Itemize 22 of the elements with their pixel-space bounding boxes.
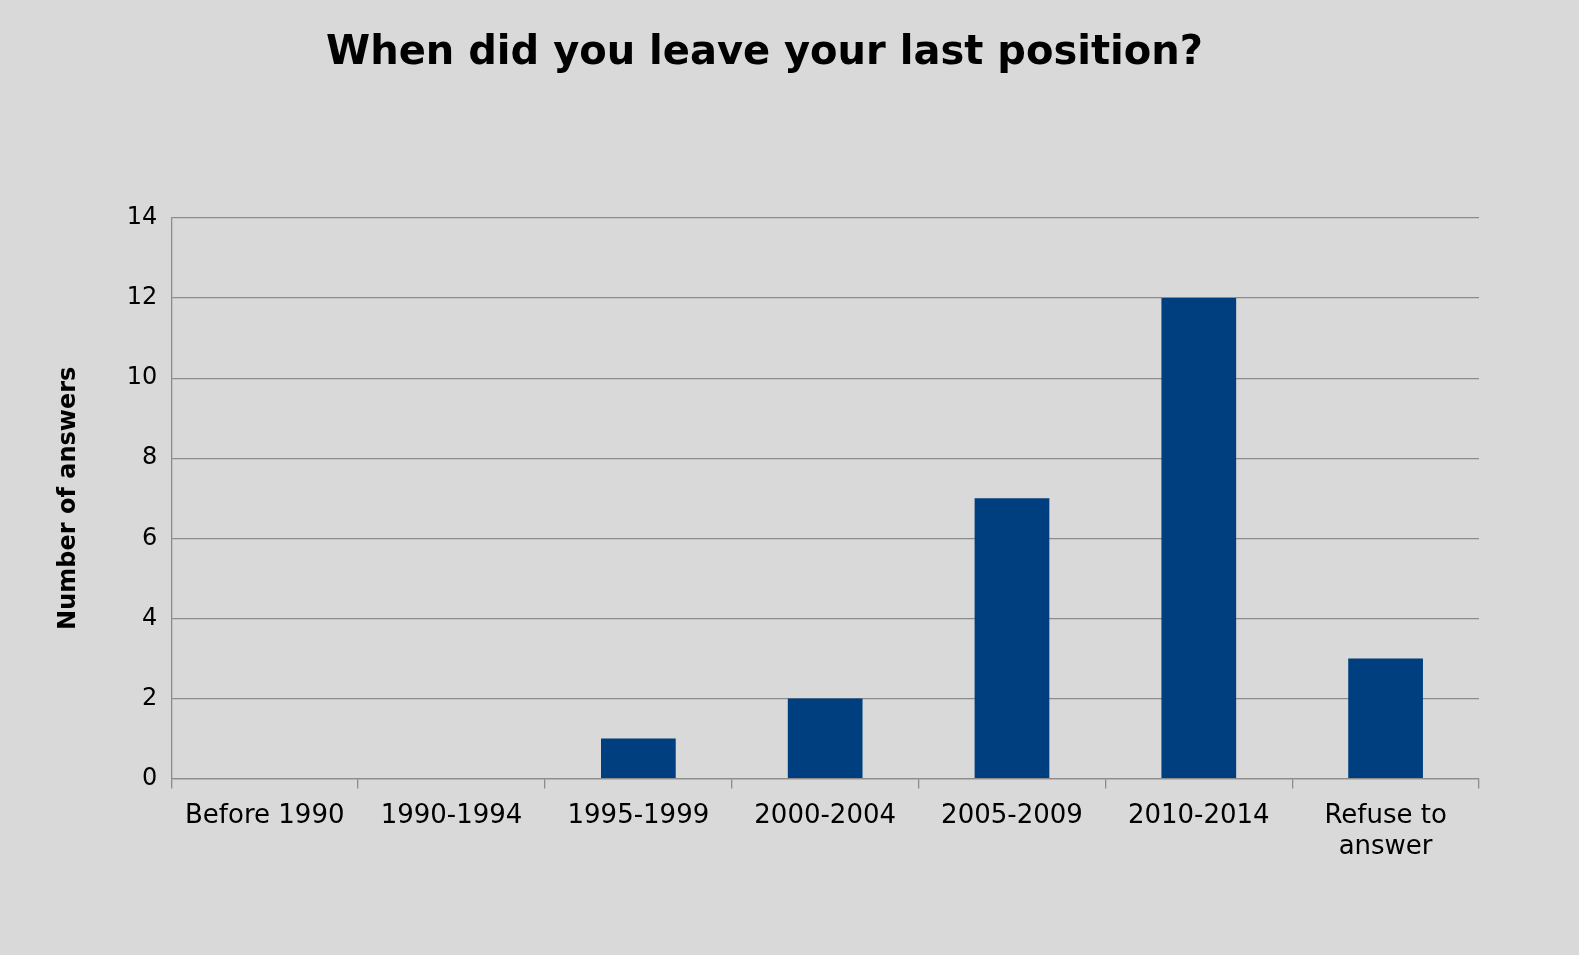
y-tick-label: 14 [126, 202, 158, 231]
y-axis-title: Number of answers [52, 366, 81, 630]
x-tick-label: Before 1990 [185, 798, 345, 829]
y-tick-label: 2 [142, 682, 158, 711]
x-tick-label: Refuse to answer [1324, 798, 1447, 861]
y-tick-label: 4 [142, 602, 158, 631]
bar [1161, 298, 1237, 778]
bar [787, 698, 863, 778]
y-tick-label: 8 [142, 442, 158, 471]
y-tick-label: 6 [142, 522, 158, 551]
x-tick-label: 2010-2014 [1127, 798, 1270, 829]
x-tick-label: 1990-1994 [380, 798, 523, 829]
x-tick-label: 2005-2009 [941, 798, 1083, 829]
y-tick-label: 10 [126, 362, 158, 391]
y-tick-label: 0 [142, 762, 158, 791]
x-tick-label: 1995-1999 [567, 798, 710, 829]
x-tick-label: 2000-2004 [754, 798, 897, 829]
bar [974, 498, 1050, 778]
bar [1348, 658, 1423, 778]
chart-title: When did you leave your last position? [326, 27, 1203, 74]
y-tick-label: 12 [126, 282, 158, 311]
bar [601, 738, 676, 778]
